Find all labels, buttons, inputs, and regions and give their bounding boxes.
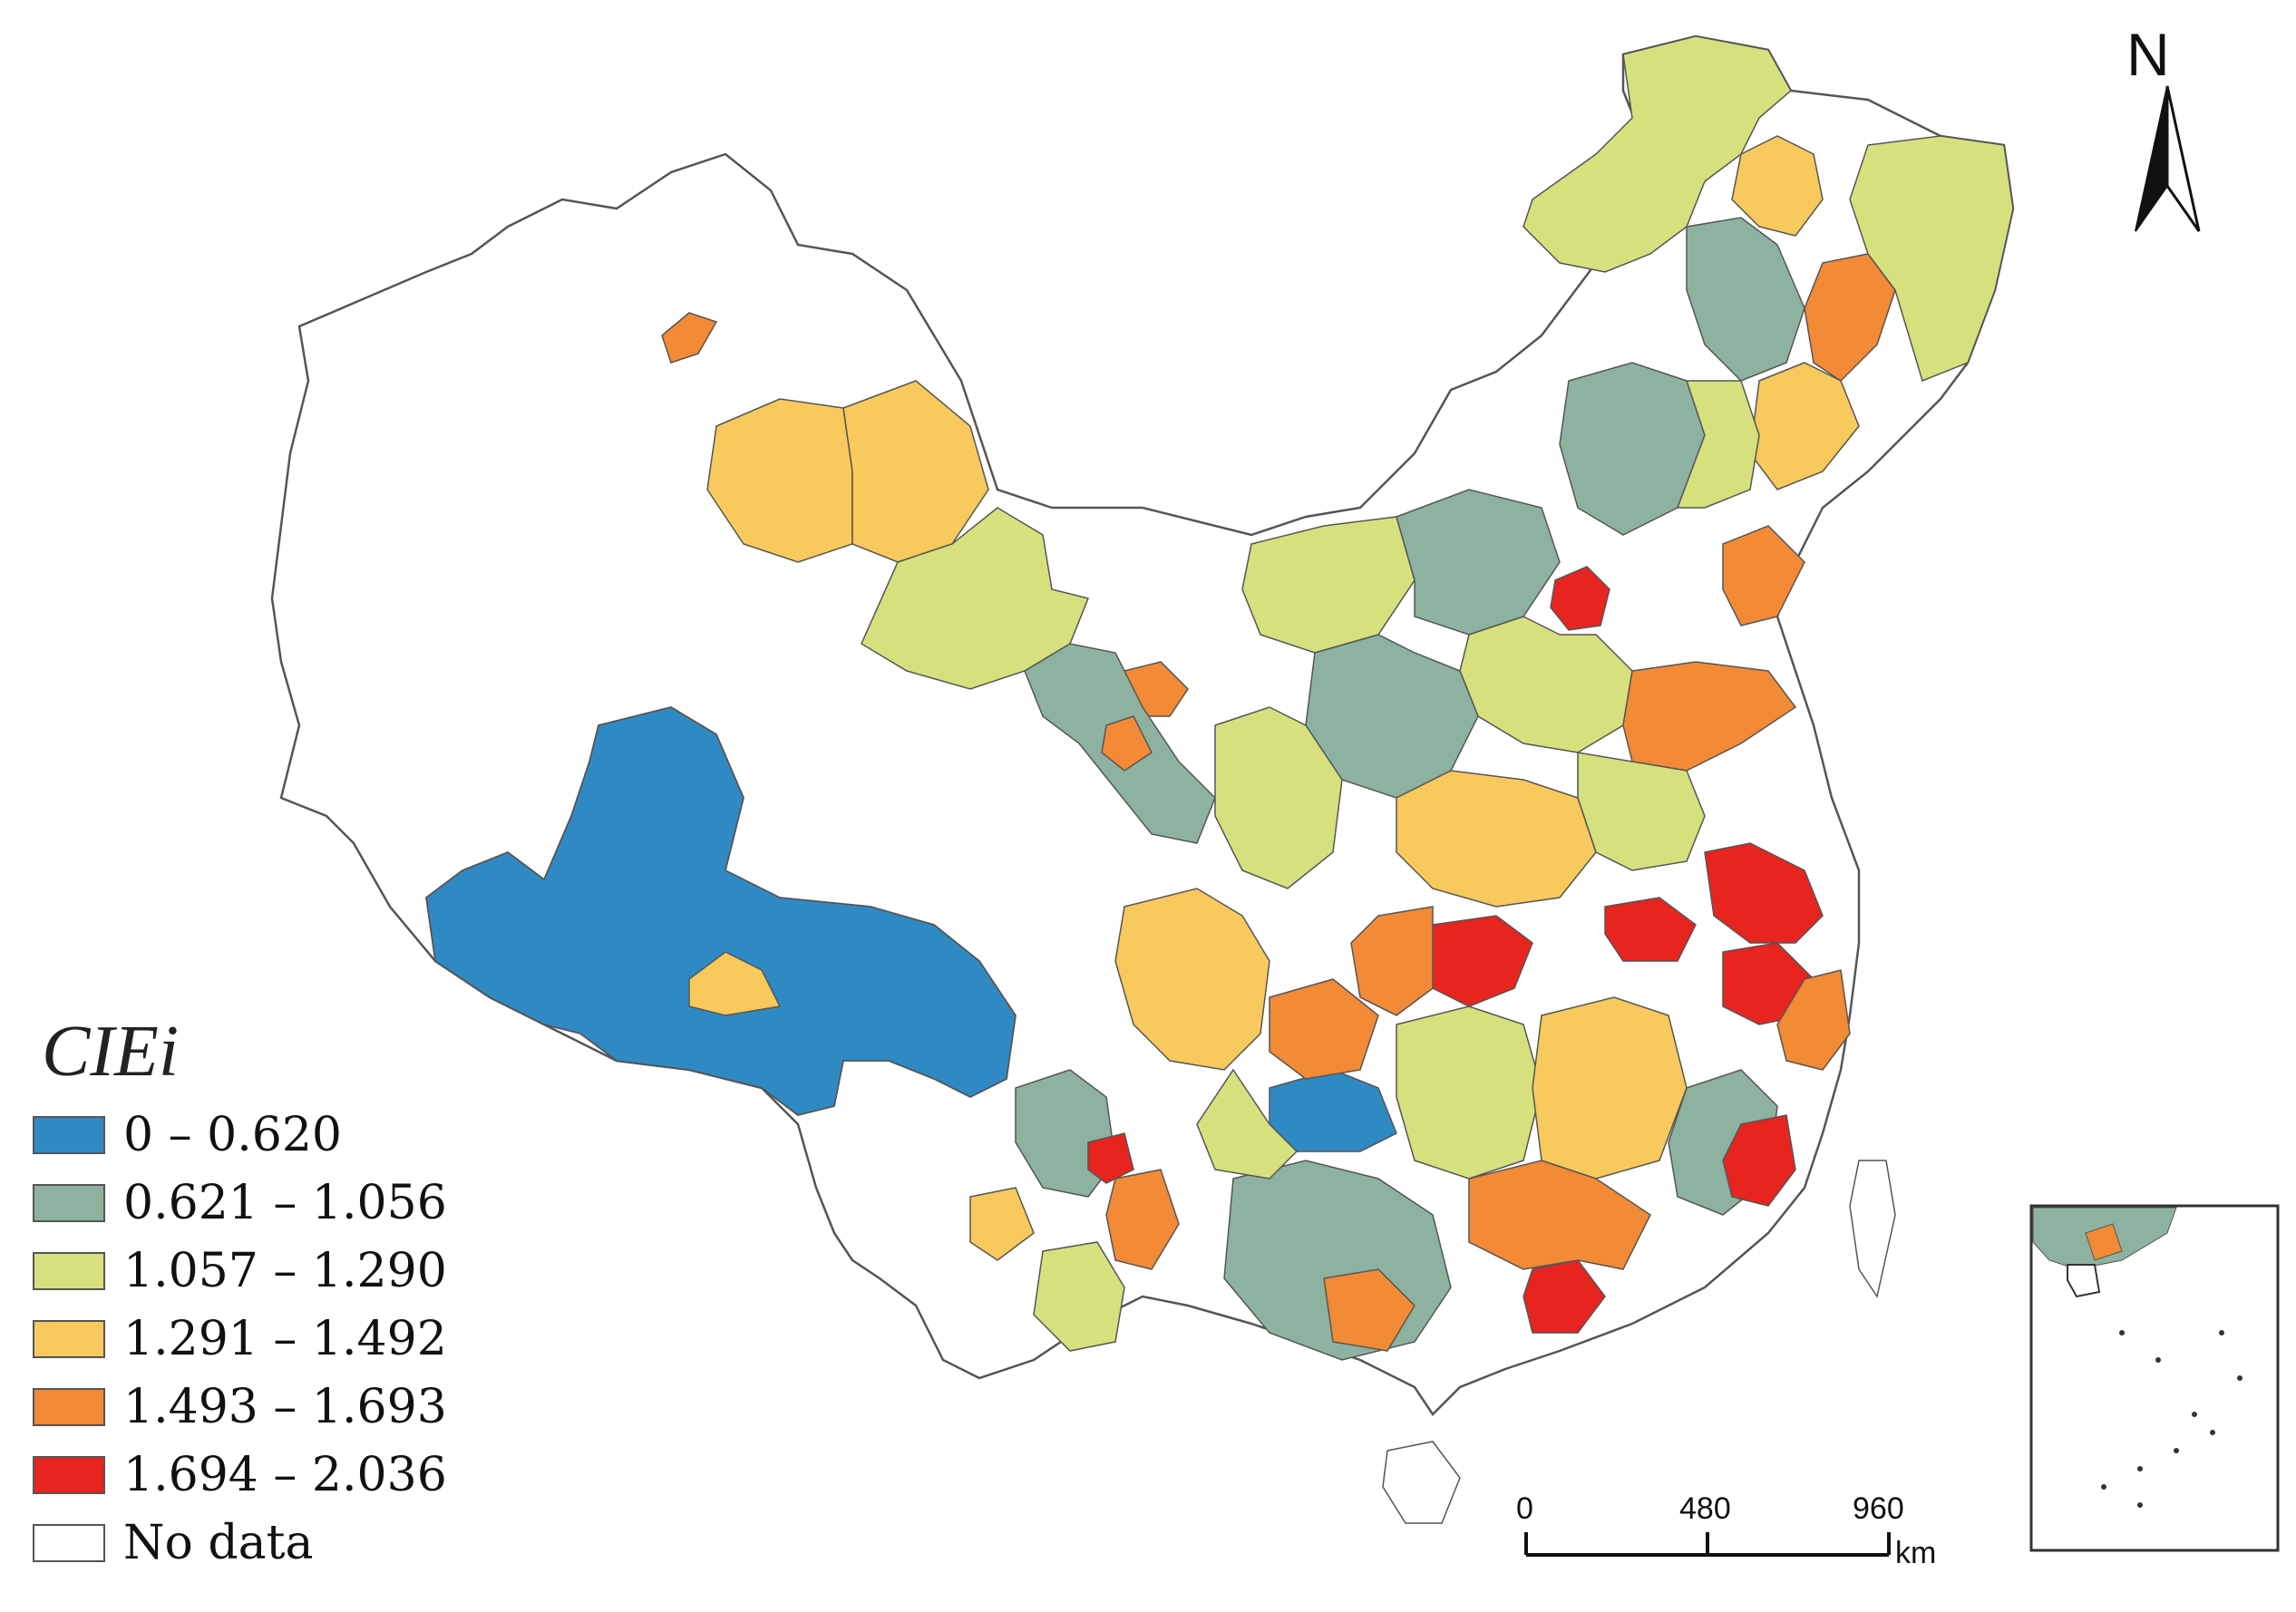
legend-swatch-5: [33, 1455, 105, 1494]
legend-item-2: 1.057 – 1.290: [33, 1237, 447, 1305]
region-fujian-red: [1722, 1114, 1796, 1207]
region-shandong: [1622, 661, 1797, 772]
region-northeast-d: [1686, 217, 1805, 382]
region-northeast-e: [1849, 135, 2014, 383]
scale-tick-0: 0: [1516, 1491, 1533, 1526]
region-tibet-qinghai: [425, 706, 1017, 1116]
legend-title: CIEi: [42, 1012, 180, 1092]
region-liaoning: [1722, 525, 1805, 626]
scale-tick-960: 960: [1853, 1491, 1904, 1526]
region-taiwan: [1849, 1160, 1896, 1298]
legend-label-5: 1.694 – 2.036: [123, 1447, 447, 1502]
region-guangxi-orange: [1323, 1268, 1416, 1352]
legend-item-3: 1.291 – 1.492: [33, 1305, 447, 1373]
region-hunan: [1396, 1005, 1542, 1180]
legend: CIEi 0 – 0.620 0.621 – 1.056 1.057 – 1.2…: [33, 1011, 447, 1577]
legend-label-1: 0.621 – 1.056: [123, 1175, 447, 1230]
legend-item-0: 0 – 0.620: [33, 1101, 447, 1169]
region-anhui-red: [1604, 897, 1697, 962]
region-gansu-orange: [1101, 715, 1153, 772]
region-zhejiang: [1776, 969, 1851, 1071]
legend-swatch-1: [33, 1183, 105, 1222]
region-northeast-a: [1523, 35, 1792, 273]
region-northeast-h: [1676, 380, 1760, 509]
region-chongqing: [1269, 978, 1379, 1080]
region-hubei: [1350, 906, 1434, 1016]
region-henan: [1396, 770, 1597, 908]
region-yunnan-red: [1087, 1132, 1134, 1184]
region-northeast-b: [1731, 135, 1824, 237]
legend-swatch-6: [33, 1523, 105, 1562]
legend-swatch-4: [33, 1387, 105, 1426]
scale-unit: km: [1895, 1536, 1937, 1570]
region-guizhou: [1196, 1068, 1299, 1180]
region-beijing: [1550, 566, 1610, 631]
scale-bar: [1524, 1532, 1891, 1557]
legend-label-2: 1.057 – 1.290: [123, 1243, 447, 1298]
region-yangtze-delta: [1704, 842, 1824, 944]
region-xinjiang-dot: [661, 312, 718, 364]
legend-label-6: No data: [123, 1515, 314, 1570]
legend-swatch-3: [33, 1319, 105, 1358]
region-sichuan: [1114, 888, 1270, 1071]
legend-item-6: No data: [33, 1509, 447, 1577]
region-gansu-west: [861, 507, 1090, 690]
legend-label-0: 0 – 0.620: [123, 1107, 343, 1162]
legend-swatch-0: [33, 1115, 105, 1154]
north-arrow: [2135, 85, 2201, 232]
region-yunnan-yellow: [969, 1187, 1035, 1261]
region-jiangsu: [1577, 752, 1706, 871]
legend-item-5: 1.694 – 2.036: [33, 1441, 447, 1509]
region-yunnan-orange: [1105, 1169, 1180, 1270]
inset-map: [2029, 1204, 2280, 1552]
legend-swatch-2: [33, 1251, 105, 1290]
legend-item-4: 1.493 – 1.693: [33, 1373, 447, 1441]
region-hainan: [1382, 1441, 1461, 1524]
legend-label-4: 1.493 – 1.693: [123, 1379, 447, 1434]
region-guangdong: [1468, 1160, 1651, 1270]
region-jiangxi: [1532, 996, 1688, 1180]
scale-tick-480: 480: [1679, 1491, 1731, 1526]
legend-label-3: 1.291 – 1.492: [123, 1311, 447, 1366]
north-label: N: [2126, 21, 2170, 88]
legend-item-1: 0.621 – 1.056: [33, 1169, 447, 1237]
region-yunnan-south: [1033, 1241, 1125, 1352]
region-shaanxi: [1214, 706, 1343, 889]
region-tibet-small: [688, 951, 782, 1016]
